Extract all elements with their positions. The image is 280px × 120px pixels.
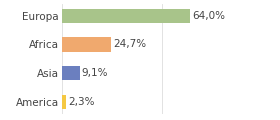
Text: 9,1%: 9,1% bbox=[81, 68, 108, 78]
Text: 64,0%: 64,0% bbox=[192, 11, 225, 21]
Text: 24,7%: 24,7% bbox=[113, 39, 146, 49]
Bar bbox=[62, 95, 66, 109]
Bar bbox=[62, 9, 190, 23]
Text: 2,3%: 2,3% bbox=[68, 97, 94, 107]
Bar bbox=[62, 66, 80, 80]
Bar bbox=[62, 37, 111, 52]
